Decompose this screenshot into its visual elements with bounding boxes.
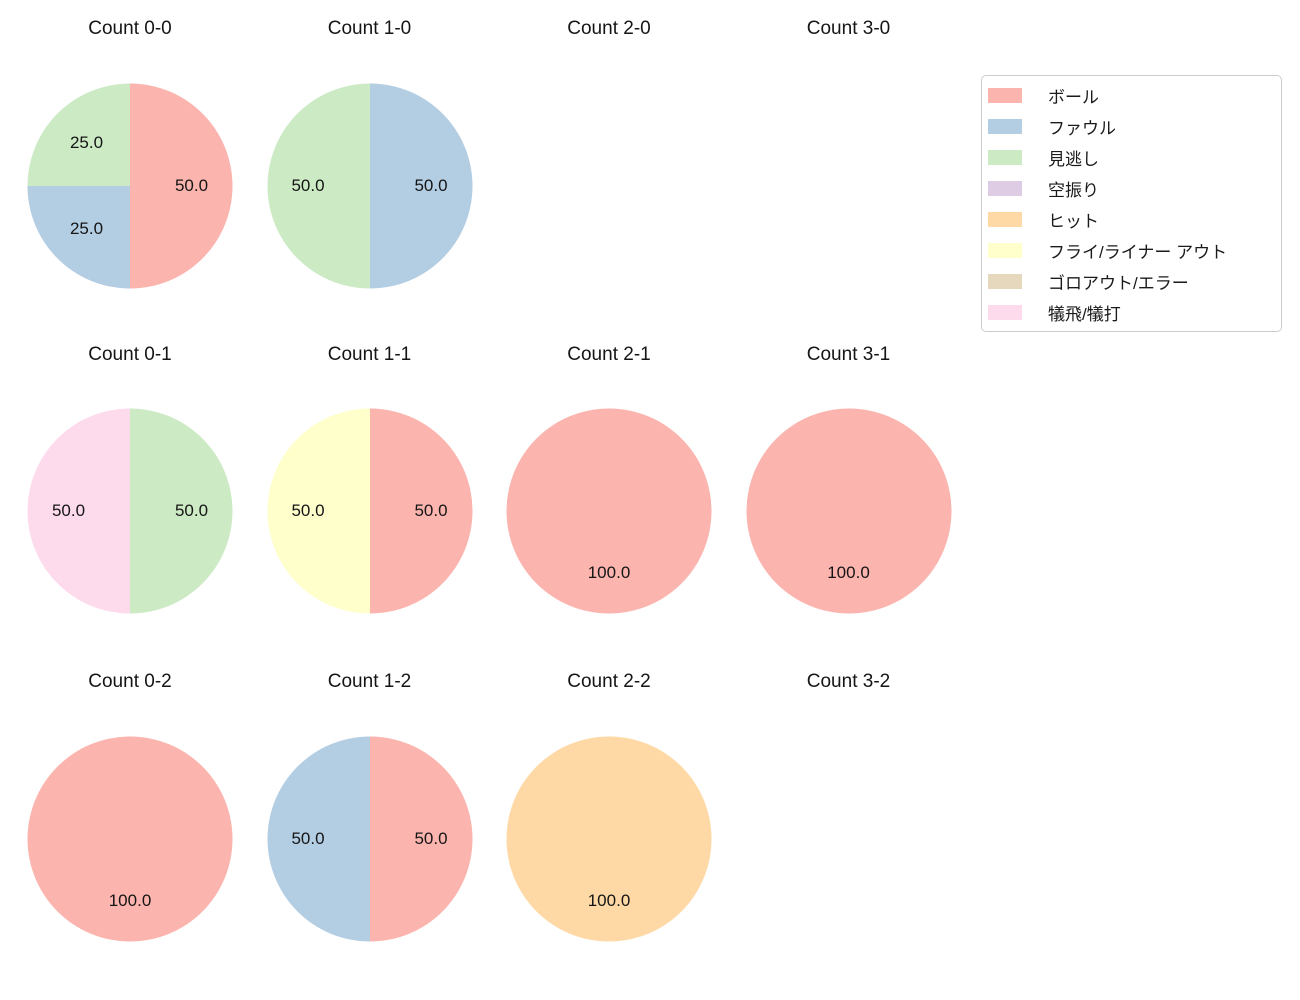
pie	[27, 736, 233, 942]
legend-item: 犠飛/犠打	[988, 301, 1271, 324]
slice-value-label: 100.0	[587, 890, 631, 910]
pie	[267, 736, 472, 942]
legend-color-swatch	[988, 87, 1022, 103]
subplot-title: Count 2-2	[567, 671, 651, 692]
pie	[27, 83, 233, 289]
pie	[27, 408, 233, 614]
legend-color-swatch	[988, 273, 1022, 289]
subplot-title: Count 1-2	[327, 671, 412, 692]
legend-label: 見逃し	[1048, 149, 1099, 169]
legend-item: 空振り	[988, 177, 1271, 200]
legend-color-swatch	[988, 242, 1022, 258]
legend-item: ファウル	[988, 115, 1271, 138]
pie	[506, 736, 712, 942]
subplot-title: Count 3-0	[806, 18, 891, 39]
slice-value-label: 50.0	[291, 829, 325, 848]
legend-item: ボール	[988, 84, 1271, 107]
subplot-title: Count 2-1	[567, 344, 651, 365]
legend-label: 犠飛/犠打	[1048, 304, 1121, 324]
pie	[506, 408, 712, 614]
legend-label: ボール	[1048, 87, 1099, 107]
slice-value-label: 50.0	[414, 176, 448, 195]
slice-value-label: 50.0	[174, 501, 209, 520]
legend-item: フライ/ライナー アウト	[988, 239, 1271, 262]
legend-item: 見逃し	[988, 146, 1271, 169]
slice-value-label: 50.0	[291, 501, 325, 520]
subplot-title: Count 2-0	[567, 18, 651, 39]
subplot-title: Count 0-2	[88, 671, 172, 692]
legend-color-swatch	[988, 149, 1022, 165]
legend-label: ゴロアウト/エラー	[1048, 273, 1189, 293]
slice-value-label: 50.0	[174, 176, 209, 195]
slice-value-label: 25.0	[69, 219, 104, 239]
legend-color-swatch	[988, 211, 1022, 227]
subplot-title: Count 3-2	[806, 671, 891, 692]
legend-item: ヒット	[988, 208, 1271, 231]
slice-value-label: 50.0	[414, 501, 448, 520]
slice-value-label: 50.0	[291, 176, 325, 195]
slice-value-label: 50.0	[414, 829, 448, 848]
legend-color-swatch	[988, 304, 1022, 320]
legend-color-swatch	[988, 180, 1022, 196]
slice-value-label: 100.0	[587, 562, 631, 582]
legend-color-swatch	[988, 118, 1022, 134]
legend: ボールファウル見逃し空振りヒットフライ/ライナー アウト ゴロアウト/エラー 犠飛/…	[981, 75, 1282, 332]
pie	[267, 83, 472, 289]
slice-value-label: 50.0	[51, 501, 86, 520]
subplot-title: Count 0-0	[88, 18, 172, 39]
subplot-title: Count 1-0	[327, 18, 412, 39]
pie	[746, 408, 951, 614]
subplot-title: Count 0-1	[88, 344, 172, 365]
slice-value-label: 100.0	[108, 890, 152, 910]
legend-label: ヒット	[1048, 211, 1099, 231]
legend-item: ゴロアウト/エラー	[988, 270, 1271, 293]
legend-label: ファウル	[1048, 118, 1116, 138]
subplot-title: Count 1-1	[327, 344, 412, 365]
legend-label: 空振り	[1048, 180, 1099, 200]
pie	[267, 408, 472, 614]
legend-label: フライ/ライナー アウト	[1048, 242, 1228, 262]
subplot-title: Count 3-1	[806, 344, 891, 365]
slice-value-label: 25.0	[69, 132, 104, 152]
slice-value-label: 100.0	[827, 562, 870, 582]
